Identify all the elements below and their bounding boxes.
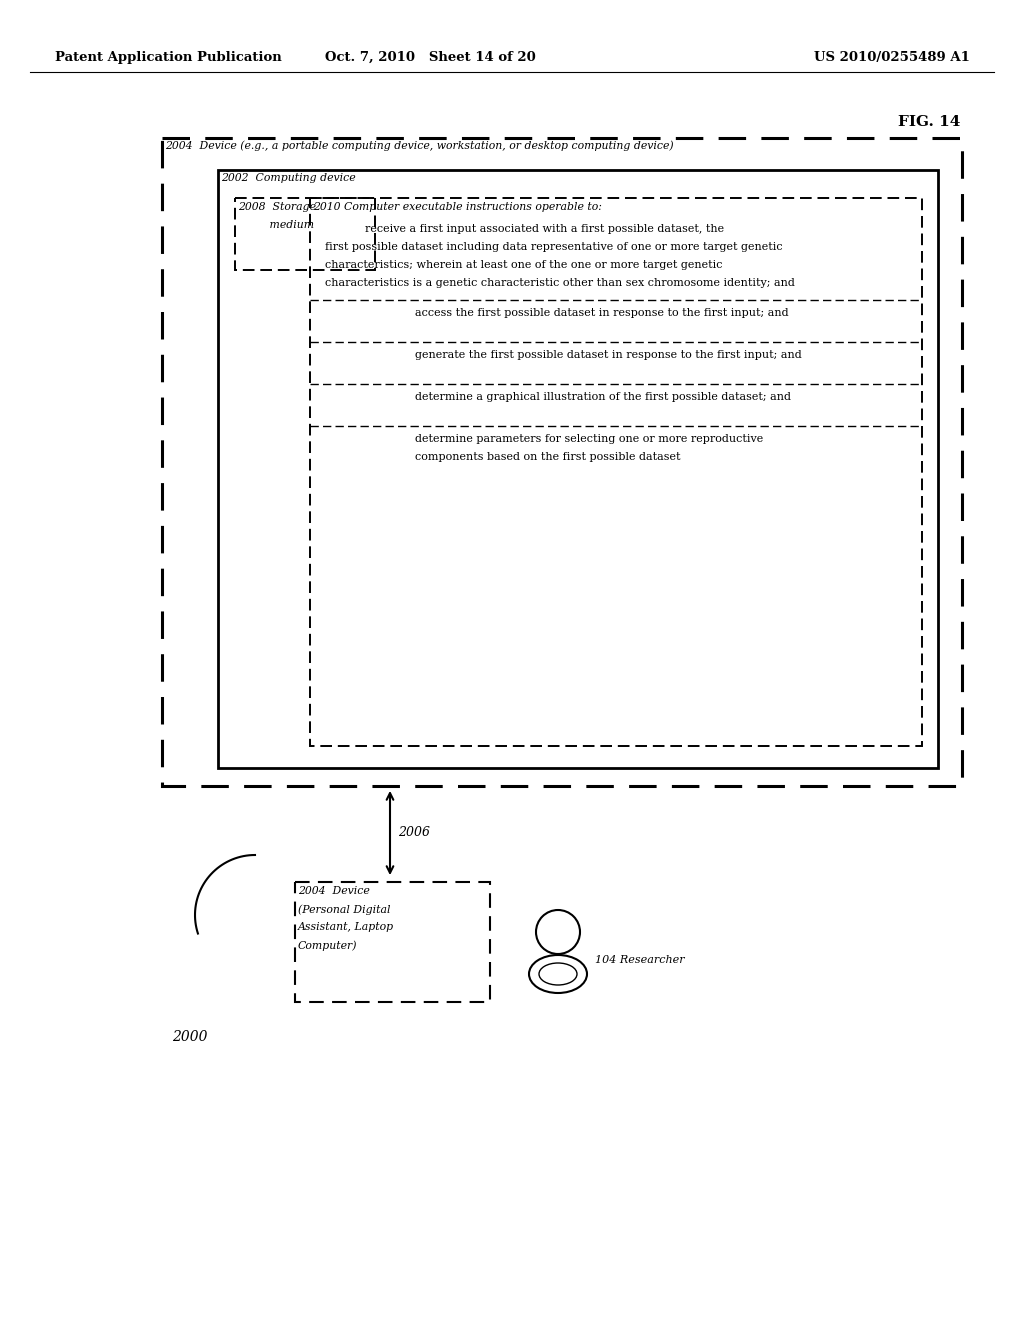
Text: (Personal Digital: (Personal Digital — [298, 904, 390, 915]
Text: 2002  Computing device: 2002 Computing device — [221, 173, 355, 183]
Text: first possible dataset including data representative of one or more target genet: first possible dataset including data re… — [325, 242, 782, 252]
Text: 2006: 2006 — [398, 826, 430, 840]
Text: characteristics; wherein at least one of the one or more target genetic: characteristics; wherein at least one of… — [325, 260, 723, 271]
Text: 104 Researcher: 104 Researcher — [595, 954, 685, 965]
Text: Patent Application Publication: Patent Application Publication — [55, 50, 282, 63]
Text: 2000: 2000 — [172, 1030, 208, 1044]
Text: 2004  Device: 2004 Device — [298, 886, 370, 896]
Text: medium: medium — [238, 220, 314, 230]
Text: receive a first input associated with a first possible dataset, the: receive a first input associated with a … — [365, 224, 724, 234]
Text: FIG. 14: FIG. 14 — [898, 115, 961, 129]
Text: access the first possible dataset in response to the first input; and: access the first possible dataset in res… — [415, 308, 788, 318]
Text: US 2010/0255489 A1: US 2010/0255489 A1 — [814, 50, 970, 63]
Text: determine parameters for selecting one or more reproductive: determine parameters for selecting one o… — [415, 434, 763, 444]
Text: Assistant, Laptop: Assistant, Laptop — [298, 921, 394, 932]
Text: generate the first possible dataset in response to the first input; and: generate the first possible dataset in r… — [415, 350, 802, 360]
Text: 2008  Storage: 2008 Storage — [238, 202, 316, 213]
Text: 2010 Computer executable instructions operable to:: 2010 Computer executable instructions op… — [313, 202, 602, 213]
Text: determine a graphical illustration of the first possible dataset; and: determine a graphical illustration of th… — [415, 392, 791, 403]
Text: Oct. 7, 2010   Sheet 14 of 20: Oct. 7, 2010 Sheet 14 of 20 — [325, 50, 536, 63]
Text: 2004  Device (e.g., a portable computing device, workstation, or desktop computi: 2004 Device (e.g., a portable computing … — [165, 140, 674, 150]
Text: Computer): Computer) — [298, 940, 357, 950]
Text: components based on the first possible dataset: components based on the first possible d… — [415, 451, 681, 462]
Text: characteristics is a genetic characteristic other than sex chromosome identity; : characteristics is a genetic characteris… — [325, 279, 795, 288]
